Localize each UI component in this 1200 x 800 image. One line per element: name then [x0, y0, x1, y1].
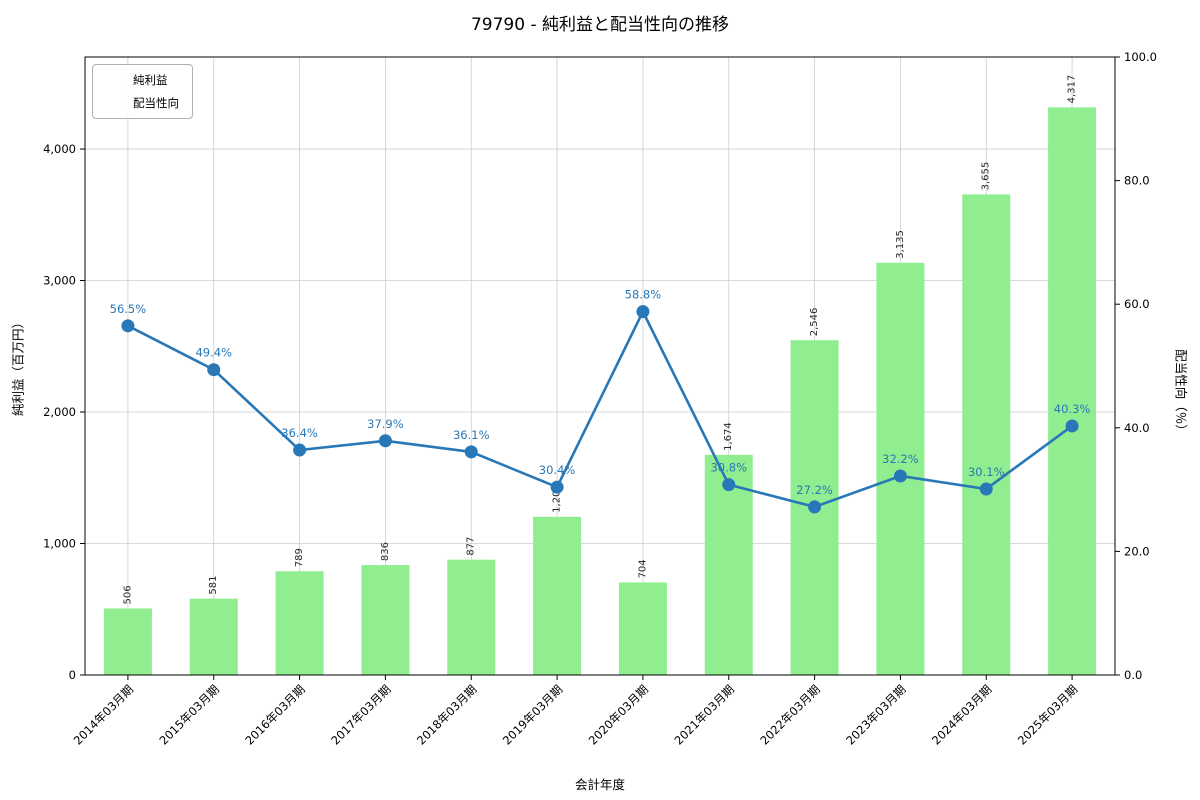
x-tick-label: 2017年03月期: [328, 682, 393, 747]
percent-label: 30.4%: [539, 463, 576, 477]
bar-2015年03月期: [189, 598, 238, 675]
payout-marker: [722, 478, 736, 492]
x-tick-label: 2025年03月期: [1015, 682, 1080, 747]
x-tick-label: 2023年03月期: [843, 682, 908, 747]
bar-value-label: 3,655: [981, 162, 992, 191]
bar-2016年03月期: [275, 571, 324, 675]
legend-item-payout-ratio: 配当性向: [102, 95, 179, 111]
payout-marker: [378, 434, 392, 448]
percent-label: 32.2%: [882, 452, 919, 466]
y-right-tick-label: 40.0: [1124, 421, 1150, 435]
payout-marker: [550, 480, 564, 494]
bar-value-label: 506: [122, 585, 133, 604]
bar-2021年03月期: [704, 454, 753, 675]
bar-2018年03月期: [447, 559, 496, 675]
x-tick-label: 2024年03月期: [929, 682, 994, 747]
legend: 純利益 配当性向: [92, 64, 193, 119]
percent-label: 30.8%: [710, 461, 747, 475]
percent-label: 56.5%: [110, 302, 147, 316]
bar-value-label: 704: [637, 559, 648, 578]
x-tick-label: 2015年03月期: [157, 682, 222, 747]
x-tick-label: 2016年03月期: [242, 682, 307, 747]
line-marker-swatch-icon: [102, 102, 125, 105]
payout-line: [127, 308, 1073, 509]
bar-value-label: 789: [294, 548, 305, 567]
payout-marker: [979, 482, 993, 496]
percent-label: 27.2%: [796, 483, 833, 497]
bar-value-label: 1,203: [552, 484, 563, 513]
percent-label: 36.4%: [281, 426, 318, 440]
bar-value-label: 581: [208, 576, 219, 595]
y-left-axis-label: 純利益（百万円）: [10, 315, 26, 417]
bar-2017年03月期: [361, 565, 410, 675]
legend-item-net-income: 純利益: [102, 72, 179, 88]
x-tick-label: 2014年03月期: [71, 682, 136, 747]
bar-2023年03月期: [876, 262, 925, 675]
payout-marker: [464, 445, 478, 459]
y-left-tick-label: 0: [69, 668, 76, 682]
chart-title: 79790 - 純利益と配当性向の推移: [470, 15, 730, 35]
percent-label: 30.1%: [968, 465, 1005, 479]
percent-label: 58.8%: [625, 288, 662, 302]
bar-swatch-icon: [102, 74, 125, 86]
x-tick-label: 2019年03月期: [500, 682, 565, 747]
bar-2025年03月期: [1048, 107, 1097, 676]
x-tick-label: 2022年03月期: [757, 682, 822, 747]
bar-value-label: 3,135: [895, 230, 906, 259]
y-right-tick-label: 80.0: [1124, 174, 1150, 188]
line-dot-icon: [109, 99, 118, 108]
y-right-axis-label: 配当性向（％）: [1173, 349, 1189, 437]
bar-value-label: 1,674: [723, 422, 734, 451]
payout-marker: [207, 363, 221, 377]
legend-label-net-income: 純利益: [133, 73, 168, 87]
payout-marker: [293, 443, 307, 457]
payout-marker: [893, 469, 907, 483]
y-left-tick-label: 2,000: [43, 405, 76, 419]
bar-value-label: 836: [380, 542, 391, 561]
payout-marker: [121, 319, 135, 333]
plot-background: [85, 57, 1115, 675]
percent-label: 37.9%: [367, 417, 404, 431]
y-right-tick-label: 20.0: [1124, 544, 1150, 558]
bar-2024年03月期: [962, 194, 1011, 676]
bar-2014年03月期: [103, 608, 152, 675]
percent-label: 40.3%: [1054, 402, 1091, 416]
bar-2019年03月期: [533, 516, 582, 675]
payout-marker: [808, 500, 822, 514]
x-tick-label: 2018年03月期: [414, 682, 479, 747]
y-right-tick-label: 0.0: [1124, 668, 1142, 682]
plot-border: [84, 56, 1116, 676]
x-tick-label: 2021年03月期: [672, 682, 737, 747]
x-axis-label: 会計年度: [574, 777, 626, 792]
payout-marker: [1065, 419, 1079, 433]
percent-label: 36.1%: [453, 428, 490, 442]
y-left-tick-label: 3,000: [43, 274, 76, 288]
y-left-tick-label: 1,000: [43, 537, 76, 551]
x-tick-label: 2020年03月期: [586, 682, 651, 747]
y-right-tick-label: 60.0: [1124, 297, 1150, 311]
payout-marker: [636, 305, 650, 319]
bar-value-label: 2,546: [809, 308, 820, 337]
bar-value-label: 4,317: [1067, 75, 1078, 104]
bar-2020年03月期: [618, 582, 667, 675]
legend-label-payout-ratio: 配当性向: [133, 96, 179, 110]
y-right-tick-label: 100.0: [1124, 50, 1157, 64]
bar-value-label: 877: [466, 537, 477, 556]
percent-label: 49.4%: [195, 346, 232, 360]
y-left-tick-label: 4,000: [43, 142, 76, 156]
